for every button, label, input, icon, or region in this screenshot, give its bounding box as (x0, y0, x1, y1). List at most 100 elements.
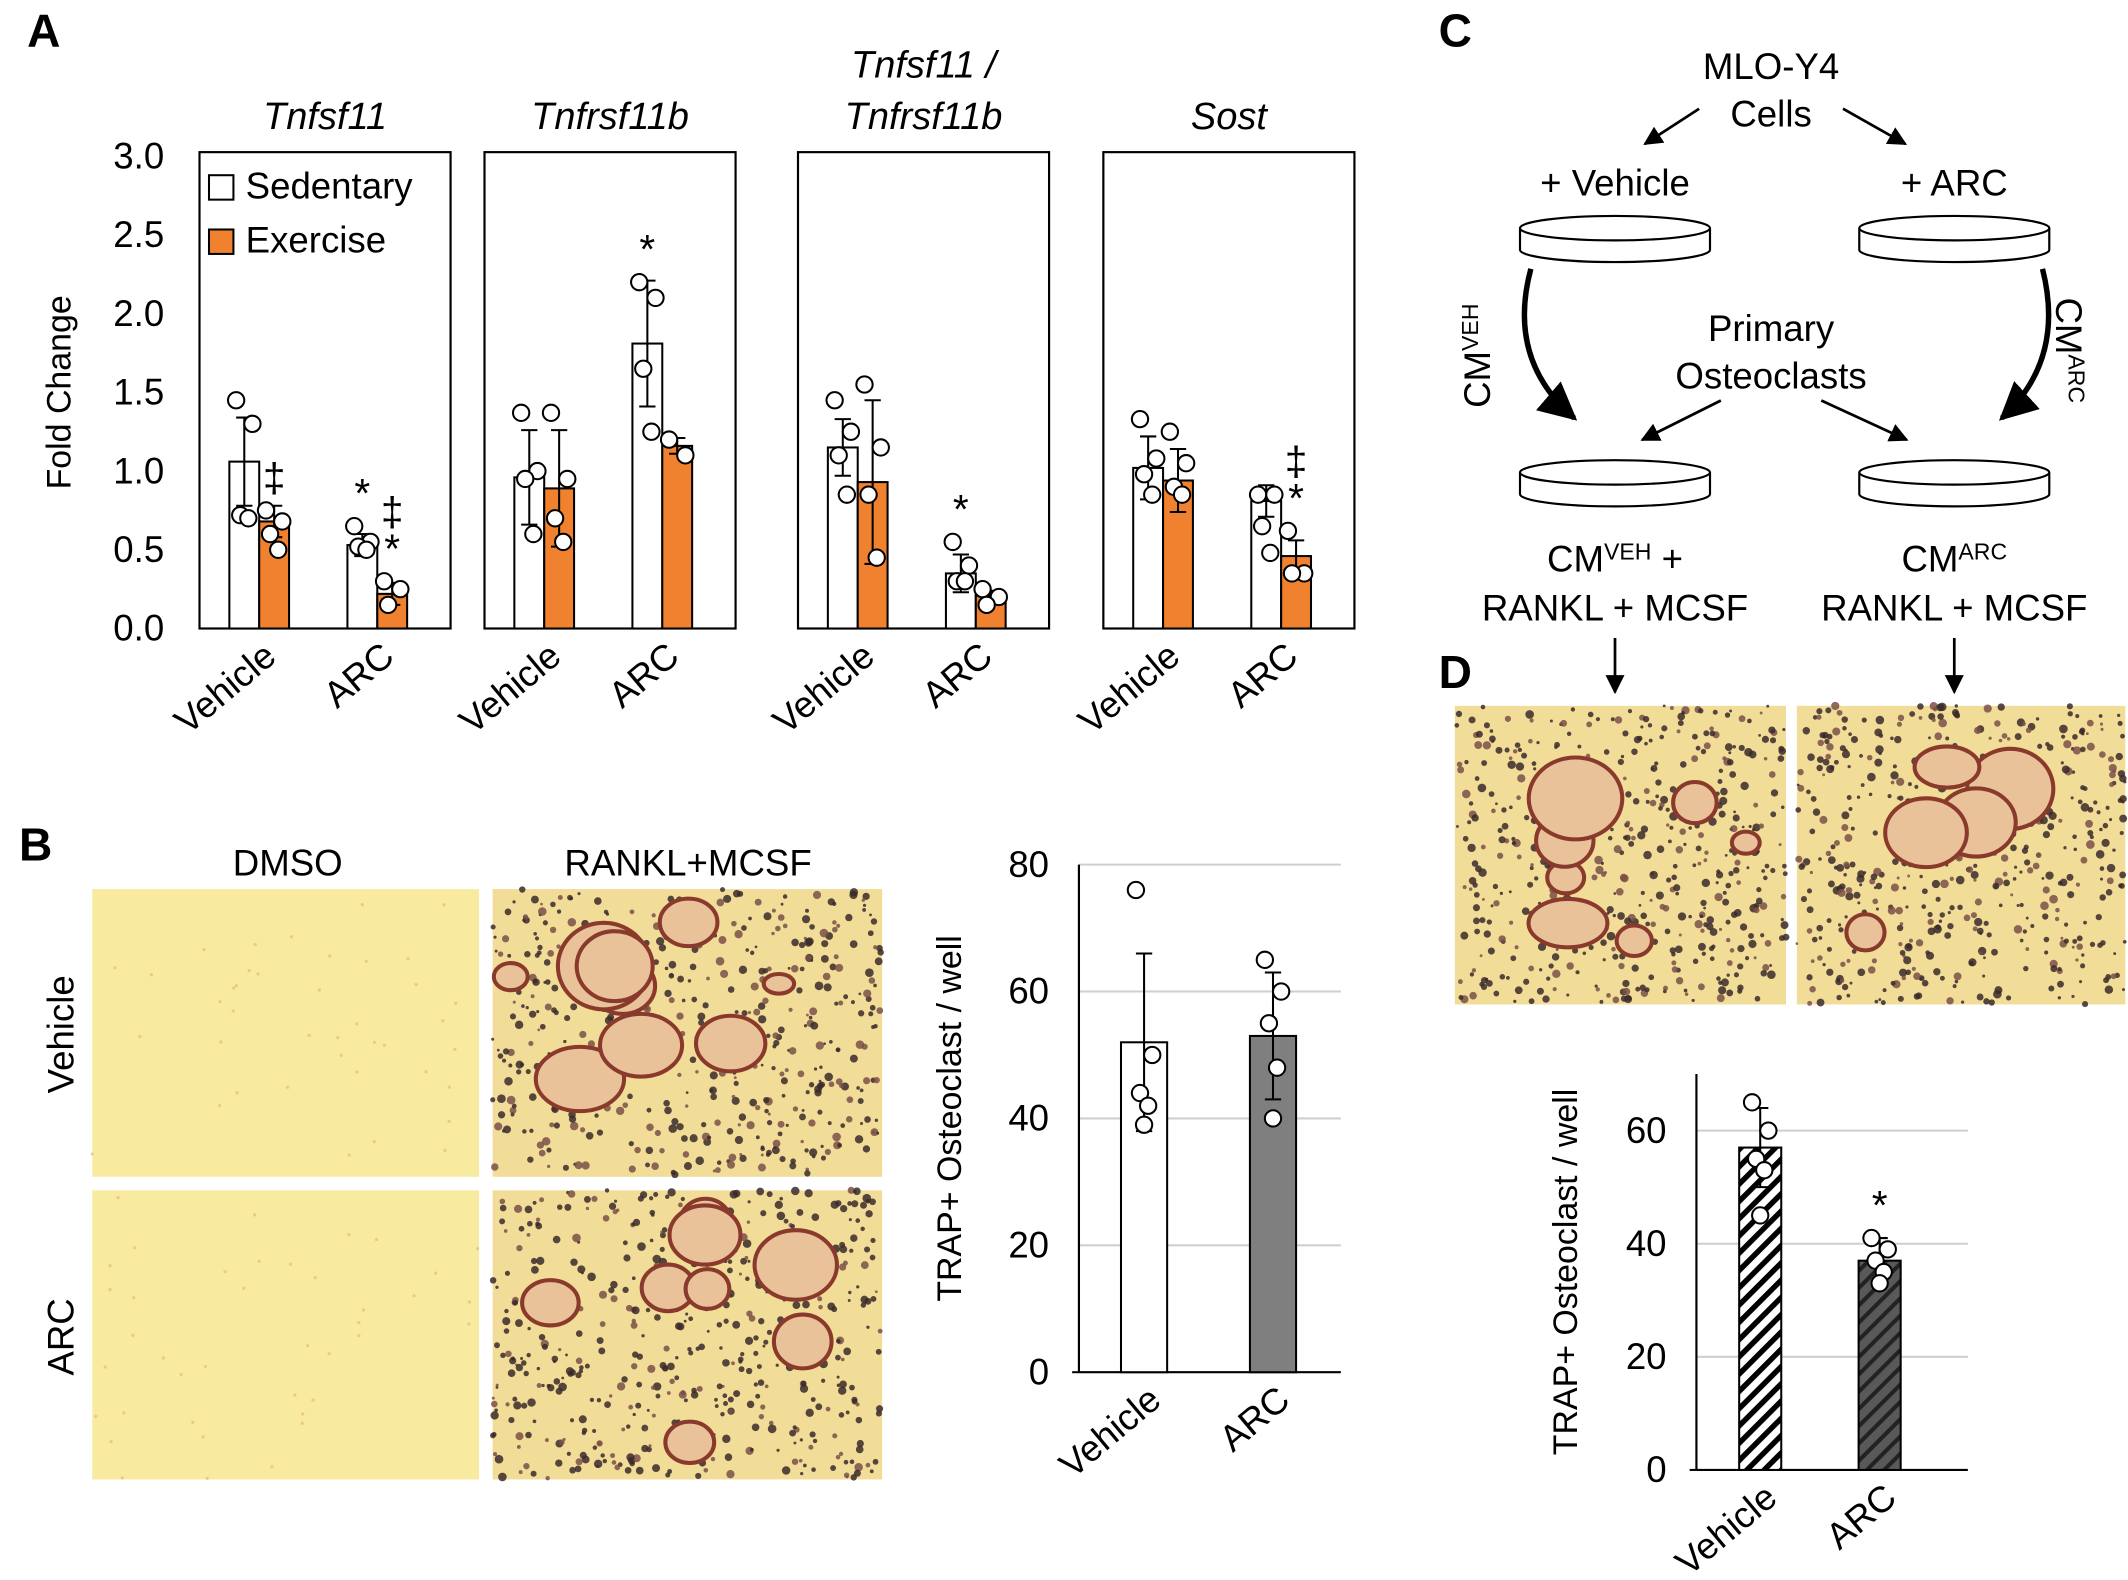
speck (467, 1322, 471, 1326)
speck (768, 1420, 774, 1426)
speck (757, 1163, 766, 1172)
arrow (1998, 268, 2052, 421)
speck (1594, 984, 1598, 988)
speck (1709, 928, 1718, 936)
speck (1688, 914, 1692, 919)
speck (610, 1453, 616, 1459)
speck (520, 1360, 527, 1366)
speck (856, 1285, 860, 1289)
speck (505, 1402, 510, 1407)
speck (802, 1463, 807, 1468)
speck (549, 1122, 555, 1128)
speck (1506, 975, 1510, 980)
speck (569, 896, 574, 901)
speck (1521, 907, 1530, 915)
speck (1782, 863, 1787, 869)
speck (1957, 904, 1963, 911)
speck (1661, 725, 1668, 732)
speck (1733, 909, 1742, 917)
speck (1473, 891, 1480, 898)
speck (1748, 939, 1757, 949)
speck (2099, 751, 2106, 758)
speck (569, 1418, 575, 1423)
speck (683, 1398, 688, 1403)
speck (812, 890, 822, 900)
data-point (959, 556, 979, 575)
speck (1890, 780, 1895, 785)
speck (787, 966, 791, 970)
speck (1878, 733, 1884, 738)
speck (876, 1131, 880, 1135)
speck (414, 983, 418, 987)
plot-frame (1102, 151, 1356, 630)
speck (525, 1068, 531, 1075)
speck (2072, 734, 2078, 740)
speck (789, 1429, 796, 1437)
speck (822, 972, 831, 981)
speck (1782, 933, 1790, 941)
speck (1979, 951, 1983, 955)
data-point (226, 391, 246, 410)
speck (875, 1348, 882, 1355)
speck (674, 1375, 680, 1381)
speck (859, 1088, 864, 1093)
speck (742, 1239, 752, 1248)
speck (653, 1191, 659, 1197)
legend-swatch (207, 174, 235, 201)
speck (810, 1021, 819, 1030)
speck (202, 948, 206, 952)
speck (537, 944, 543, 951)
speck (663, 1345, 670, 1352)
speck (858, 992, 862, 996)
speck (109, 1439, 113, 1444)
speck (845, 1410, 850, 1415)
speck (1894, 735, 1902, 744)
speck (528, 1093, 537, 1101)
speck (1699, 914, 1704, 919)
speck (1933, 707, 1938, 712)
speck (1523, 814, 1530, 821)
speck (2100, 940, 2106, 946)
speck (797, 1070, 805, 1078)
speck (1632, 798, 1640, 805)
speck (1701, 951, 1706, 956)
speck (1887, 906, 1896, 915)
speck (1972, 926, 1978, 932)
speck (122, 1411, 126, 1415)
speck (2123, 780, 2127, 784)
speck (347, 1153, 351, 1157)
speck (843, 1472, 850, 1478)
speck (541, 1137, 551, 1146)
speck (1966, 866, 1974, 873)
speck (2083, 920, 2087, 925)
speck (722, 1359, 730, 1367)
speck (1498, 836, 1506, 844)
speck (2064, 922, 2069, 927)
speck (1695, 745, 1701, 751)
speck (2035, 717, 2040, 721)
speck (698, 1343, 706, 1351)
speck (2066, 703, 2073, 710)
speck (2108, 763, 2117, 773)
speck (1640, 725, 1644, 729)
speck (1726, 960, 1733, 966)
speck (1733, 810, 1736, 814)
speck (490, 1411, 499, 1420)
speck (1691, 998, 1695, 1003)
speck (491, 1163, 499, 1171)
speck (1841, 811, 1850, 820)
speck (1753, 956, 1757, 960)
speck (1892, 764, 1897, 769)
speck (2099, 722, 2104, 726)
speck (525, 1006, 529, 1010)
speck (1591, 874, 1598, 881)
speck (1841, 983, 1849, 991)
speck (792, 1106, 799, 1112)
speck (501, 935, 510, 943)
speck (727, 1396, 734, 1403)
speck (499, 1218, 506, 1225)
speck (218, 1103, 222, 1108)
speck (835, 963, 844, 972)
speck (1692, 863, 1697, 868)
speck (502, 1048, 510, 1055)
